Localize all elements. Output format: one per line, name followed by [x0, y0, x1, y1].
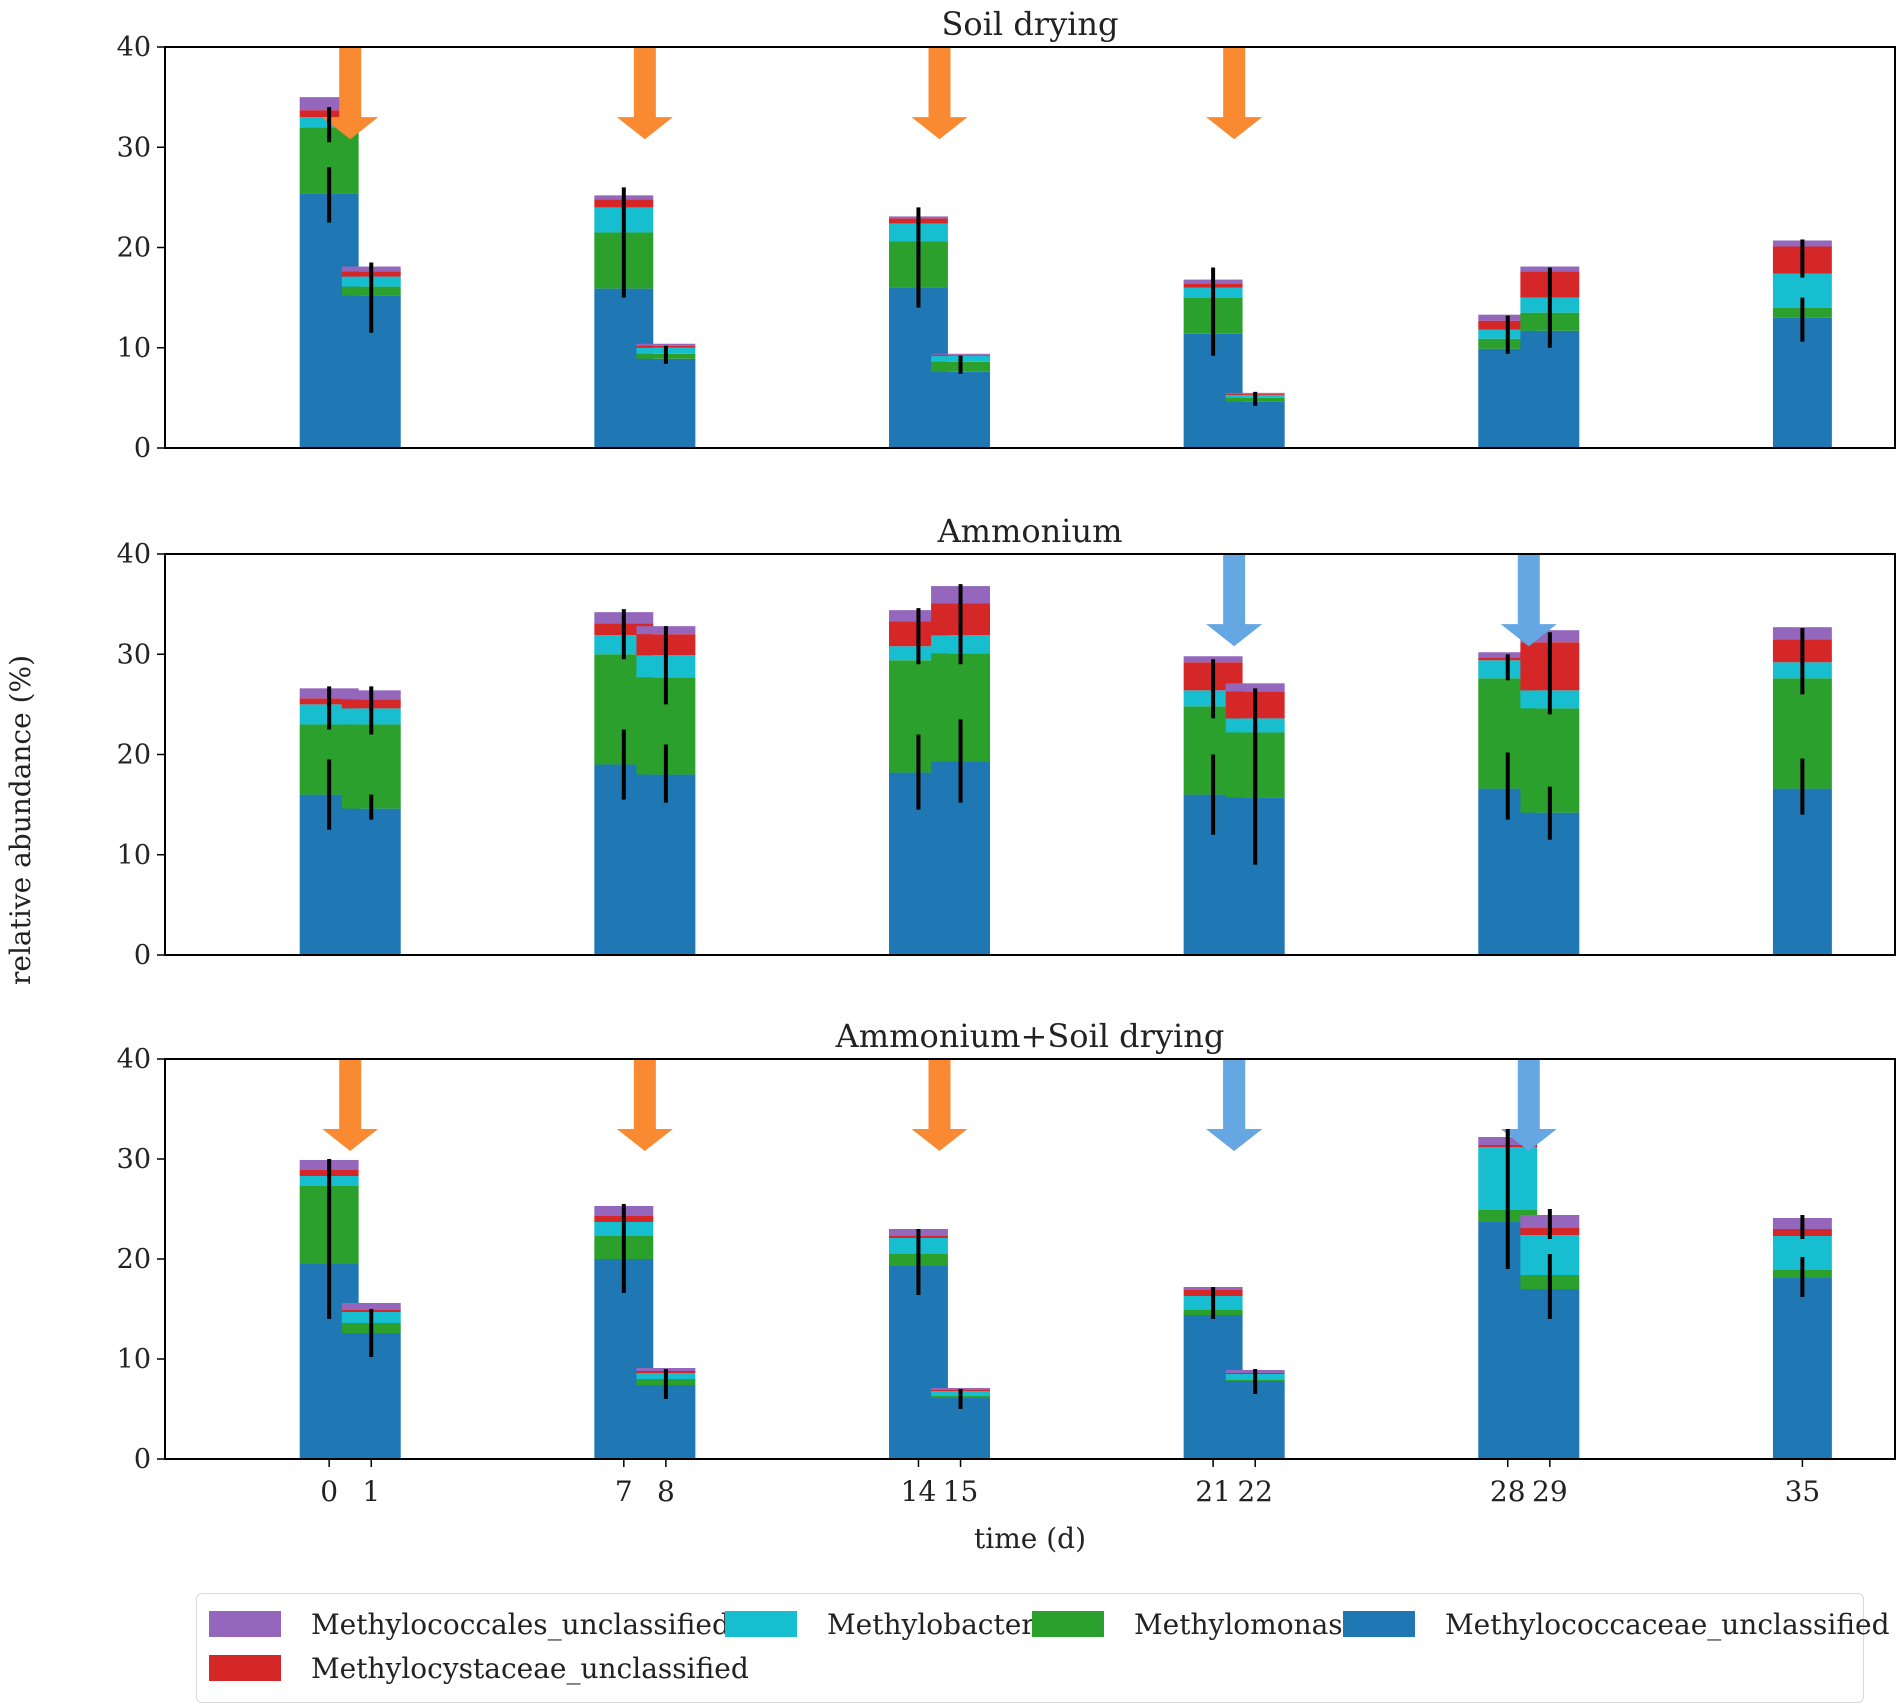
y-tick-label-1-0: 0 — [134, 940, 151, 971]
legend-label-methylomonas: Methylomonas — [1134, 1607, 1343, 1641]
x-tick-label-35: 35 — [1785, 1475, 1821, 1508]
legend-swatch-methylobacter — [725, 1611, 797, 1637]
bar-2-1-methylococcales_unclassified — [341, 1303, 401, 1310]
y-tick-label-0-0: 0 — [134, 433, 151, 464]
plot-frame-1 — [164, 553, 1896, 956]
legend-swatch-methylococcaceae — [1343, 1611, 1415, 1637]
treatment-arrow-2-2 — [911, 1059, 968, 1151]
legend-label-methylococcaceae: Methylococcaceae_unclassified — [1445, 1607, 1890, 1641]
bar-1-35-methylococcaceae_unclassified — [1772, 788, 1832, 955]
bar-0-29-methylococcaceae_unclassified — [1520, 330, 1580, 448]
x-tick-label-22: 22 — [1237, 1475, 1273, 1508]
x-tick-label-8: 8 — [657, 1475, 675, 1508]
legend-swatch-methylococcales — [209, 1611, 281, 1637]
legend-swatch-methylocystaceae — [209, 1655, 281, 1681]
treatment-arrow-2-5 — [1500, 1059, 1557, 1151]
y-tick-label-0-20: 20 — [117, 233, 151, 264]
legend-item-methylobacter: Methylobacter — [725, 1607, 1035, 1641]
treatment-arrow-1-1 — [1500, 554, 1557, 647]
bar-0-15-methylocystaceae_unclassified — [931, 354, 991, 356]
x-axis-label: time (d) — [974, 1522, 1086, 1555]
bar-0-8-methylococcales_unclassified — [636, 343, 696, 346]
y-tick-label-2-0: 0 — [134, 1444, 151, 1475]
panel-title-1: Ammonium — [937, 512, 1123, 550]
y-tick-label-2-40: 40 — [117, 1044, 151, 1075]
y-tick-label-2-10: 10 — [117, 1344, 151, 1375]
x-tick-label-28: 28 — [1490, 1475, 1526, 1508]
treatment-arrow-1-0 — [1206, 554, 1263, 647]
y-tick-label-0-10: 10 — [117, 333, 151, 364]
legend-swatch-methylomonas — [1032, 1611, 1104, 1637]
x-tick-label-0: 0 — [320, 1475, 338, 1508]
treatment-arrow-2-4 — [1206, 1059, 1263, 1151]
legend: Methylococcales_unclassified Methylobact… — [196, 1593, 1890, 1703]
y-tick-label-0-40: 40 — [117, 32, 151, 63]
legend-item-methylococcaceae: Methylococcaceae_unclassified — [1343, 1607, 1890, 1641]
treatment-arrow-0-0 — [322, 47, 379, 140]
bar-1-22-methylococcales_unclassified — [1225, 683, 1285, 692]
bar-0-15-methylococcaceae_unclassified — [931, 371, 991, 448]
legend-label-methylobacter: Methylobacter — [827, 1607, 1035, 1641]
legend-label-methylococcales: Methylococcales_unclassified — [311, 1607, 730, 1641]
legend-label-methylocystaceae: Methylocystaceae_unclassified — [311, 1651, 749, 1685]
plot-frame-2 — [164, 1058, 1896, 1460]
y-tick-label-2-20: 20 — [117, 1244, 151, 1275]
x-tick-label-15: 15 — [943, 1475, 979, 1508]
bar-2-35-methylococcaceae_unclassified — [1772, 1278, 1832, 1459]
y-tick-label-1-10: 10 — [117, 840, 151, 871]
legend-item-methylocystaceae: Methylocystaceae_unclassified — [209, 1651, 749, 1685]
y-tick-label-1-40: 40 — [117, 539, 151, 570]
x-tick-label-29: 29 — [1532, 1475, 1568, 1508]
legend-item-methylococcales: Methylococcales_unclassified — [209, 1607, 730, 1641]
panel-title-2: Ammonium+Soil drying — [835, 1017, 1225, 1055]
x-tick-label-1: 1 — [362, 1475, 380, 1508]
treatment-arrow-2-1 — [616, 1059, 673, 1151]
y-tick-label-1-20: 20 — [117, 740, 151, 771]
treatment-arrow-0-3 — [1206, 47, 1263, 140]
legend-item-methylomonas: Methylomonas — [1032, 1607, 1343, 1641]
treatment-arrow-0-1 — [616, 47, 673, 140]
x-tick-label-21: 21 — [1195, 1475, 1231, 1508]
x-tick-label-7: 7 — [615, 1475, 633, 1508]
y-axis-label: relative abundance (%) — [4, 655, 37, 985]
bar-1-8-methylococcaceae_unclassified — [636, 774, 696, 955]
treatment-arrow-2-0 — [322, 1059, 379, 1151]
y-tick-label-0-30: 30 — [117, 132, 151, 163]
bar-0-8-methylococcaceae_unclassified — [636, 358, 696, 448]
treatment-arrow-0-2 — [911, 47, 968, 140]
plot-frame-0 — [164, 46, 1896, 449]
bar-0-22-methylococcaceae_unclassified — [1225, 401, 1285, 448]
bar-0-15-methylococcales_unclassified — [931, 353, 991, 355]
y-tick-label-1-30: 30 — [117, 639, 151, 670]
y-tick-label-2-30: 30 — [117, 1144, 151, 1175]
bar-1-1-methylococcaceae_unclassified — [341, 808, 401, 955]
panel-title-0: Soil drying — [941, 5, 1118, 43]
x-tick-label-14: 14 — [901, 1475, 937, 1508]
